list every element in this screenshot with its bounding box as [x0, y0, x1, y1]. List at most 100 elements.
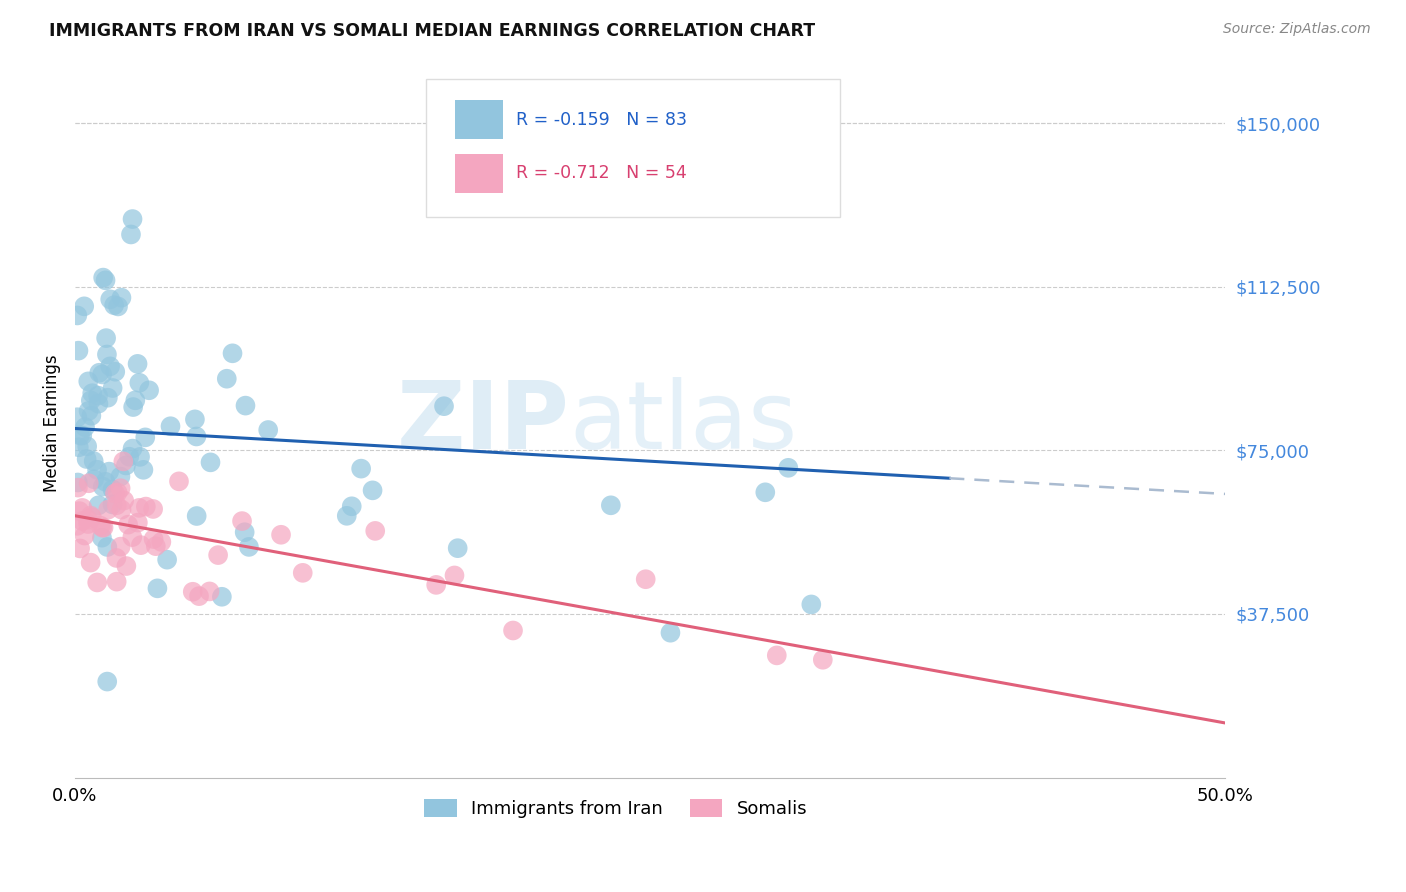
FancyBboxPatch shape	[454, 101, 503, 139]
Point	[104, 486, 127, 500]
Point	[128, 500, 150, 515]
Point	[94, 331, 117, 345]
Point	[110, 502, 132, 516]
Point	[98, 359, 121, 374]
Point	[207, 548, 229, 562]
Point	[350, 461, 373, 475]
Text: IMMIGRANTS FROM IRAN VS SOMALI MEDIAN EARNINGS CORRELATION CHART: IMMIGRANTS FROM IRAN VS SOMALI MEDIAN EA…	[49, 22, 815, 40]
Text: Source: ZipAtlas.com: Source: ZipAtlas.com	[1223, 22, 1371, 37]
Point	[150, 535, 173, 549]
Point	[115, 458, 138, 473]
Point	[118, 450, 141, 464]
Point	[127, 357, 149, 371]
Point	[80, 409, 103, 423]
Point	[184, 412, 207, 426]
Point	[364, 524, 387, 538]
FancyBboxPatch shape	[426, 79, 839, 218]
Point	[361, 483, 384, 498]
Point	[502, 624, 524, 638]
Point	[107, 485, 129, 500]
Point	[129, 538, 152, 552]
Point	[73, 528, 96, 542]
Point	[87, 397, 110, 411]
Point	[82, 386, 104, 401]
Point	[89, 518, 111, 533]
Point	[800, 598, 823, 612]
Point	[121, 212, 143, 227]
Point	[87, 498, 110, 512]
Point	[94, 475, 117, 489]
Point	[105, 574, 128, 589]
Point	[754, 485, 776, 500]
Text: R = -0.712   N = 54: R = -0.712 N = 54	[516, 164, 686, 182]
Point	[659, 625, 682, 640]
Point	[181, 584, 204, 599]
Point	[120, 227, 142, 242]
Point	[270, 528, 292, 542]
Point	[96, 347, 118, 361]
Point	[75, 420, 97, 434]
Point	[159, 419, 181, 434]
Point	[72, 514, 94, 528]
Point	[433, 399, 456, 413]
Point	[132, 463, 155, 477]
Point	[83, 472, 105, 486]
Point	[83, 454, 105, 468]
Point	[778, 460, 800, 475]
Text: atlas: atlas	[569, 377, 799, 469]
Point	[91, 520, 114, 534]
Point	[67, 440, 90, 454]
Point	[101, 483, 124, 497]
Point	[103, 298, 125, 312]
Point	[66, 481, 89, 495]
Point	[98, 293, 121, 307]
Point	[91, 270, 114, 285]
Point	[142, 532, 165, 546]
Point	[142, 502, 165, 516]
Point	[443, 568, 465, 582]
Point	[340, 500, 363, 514]
Point	[112, 493, 135, 508]
Point	[98, 465, 121, 479]
Point	[105, 498, 128, 512]
Point	[145, 539, 167, 553]
Point	[291, 566, 314, 580]
Text: ZIP: ZIP	[396, 377, 569, 469]
Point	[94, 273, 117, 287]
Point	[115, 559, 138, 574]
Point	[77, 517, 100, 532]
Point	[110, 469, 132, 483]
Point	[91, 480, 114, 494]
Point	[121, 530, 143, 544]
Point	[221, 346, 243, 360]
Point	[188, 589, 211, 603]
Point	[80, 510, 103, 524]
FancyBboxPatch shape	[454, 153, 503, 193]
Point	[127, 516, 149, 530]
Point	[105, 551, 128, 566]
Point	[200, 455, 222, 469]
Point	[97, 391, 120, 405]
Point	[89, 366, 111, 380]
Point	[91, 531, 114, 545]
Point	[425, 578, 447, 592]
Point	[599, 498, 621, 512]
Point	[107, 300, 129, 314]
Point	[238, 540, 260, 554]
Point	[198, 584, 221, 599]
Point	[73, 299, 96, 313]
Point	[156, 552, 179, 566]
Point	[66, 519, 89, 533]
Point	[86, 463, 108, 477]
Point	[77, 404, 100, 418]
Point	[211, 590, 233, 604]
Point	[77, 375, 100, 389]
Point	[138, 384, 160, 398]
Point	[80, 393, 103, 408]
Point	[101, 498, 124, 512]
Point	[112, 454, 135, 468]
Point	[97, 502, 120, 516]
Point	[79, 556, 101, 570]
Point	[104, 365, 127, 379]
Point	[67, 343, 90, 358]
